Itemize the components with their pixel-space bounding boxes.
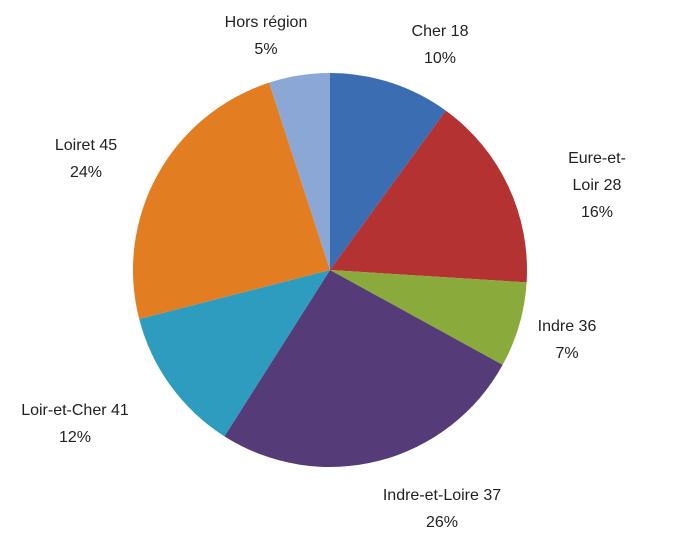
pie-slice: [330, 270, 527, 365]
value-label: 7%: [555, 345, 579, 362]
value-label: 5%: [254, 41, 278, 58]
category-label: Cher 18: [411, 23, 469, 40]
category-label: Indre 36: [537, 318, 597, 335]
category-label: Hors région: [224, 14, 308, 31]
pie-slice: [269, 73, 330, 270]
category-label: Indre-et-Loire 37: [382, 487, 502, 504]
value-label: 16%: [580, 204, 614, 221]
pie-slice: [330, 110, 527, 283]
slice-label: Cher 18 10%: [412, 18, 469, 72]
category-label: Loiret 45: [54, 137, 118, 154]
category-label: Eure-et-Loir 28: [568, 150, 626, 194]
pie-slice: [224, 270, 503, 468]
slice-label: Loir-et-Cher 41 12%: [21, 397, 129, 451]
value-label: 24%: [69, 164, 103, 181]
value-label: 12%: [58, 429, 92, 446]
value-label: 10%: [423, 50, 457, 67]
slice-label: Indre-et-Loire 37 26%: [383, 482, 501, 536]
pie-slice: [139, 270, 330, 437]
slice-label: Hors région 5%: [225, 9, 308, 63]
category-label: Loir-et-Cher 41: [21, 402, 129, 419]
slice-label: Indre 36 7%: [538, 313, 597, 367]
slice-label: Loiret 45 24%: [55, 132, 117, 186]
value-label: 26%: [425, 514, 459, 531]
slice-label: Eure-et-Loir 28 16%: [559, 145, 636, 226]
pie-slice: [133, 82, 330, 319]
pie-slice: [330, 73, 446, 270]
